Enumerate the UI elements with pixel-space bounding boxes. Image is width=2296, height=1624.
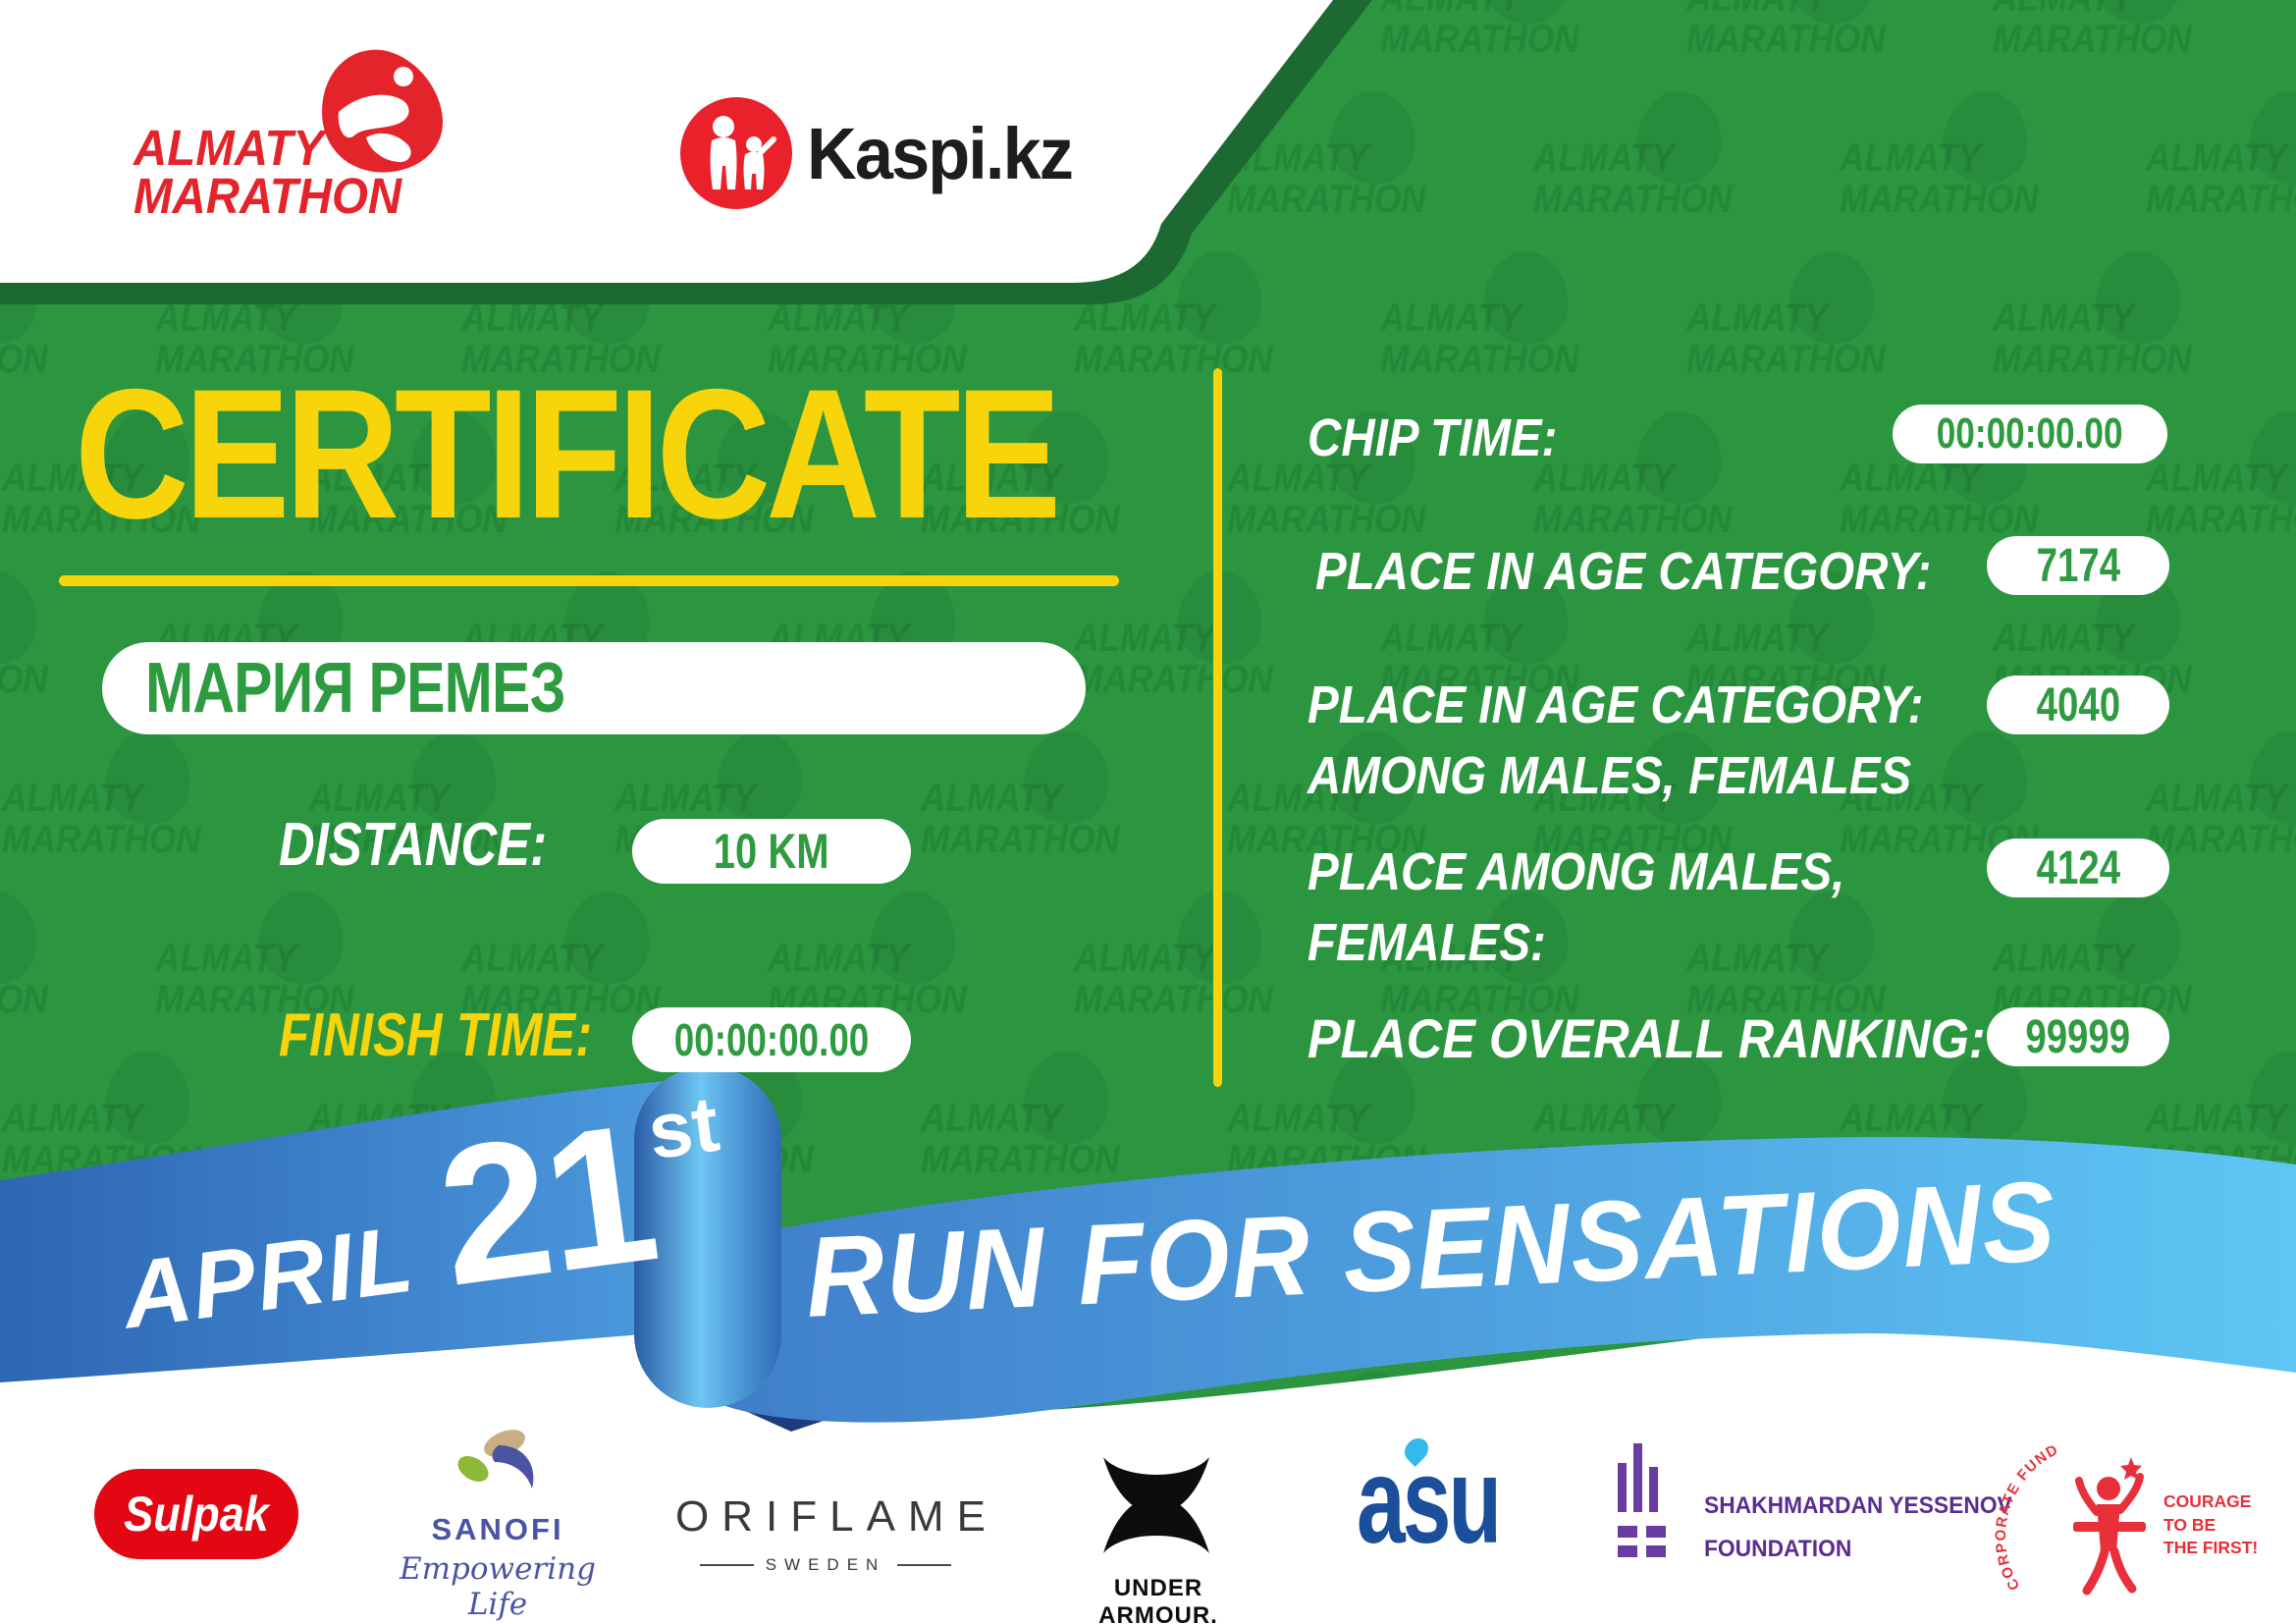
oriflame-subtitle: SWEDEN [683, 1555, 968, 1575]
distance-label: DISTANCE: [279, 811, 548, 879]
participant-name: МАРИЯ РЕМЕЗ [145, 649, 566, 728]
age-gender-field: 4040 [1987, 676, 2169, 734]
courage-fund-logo: CORPORATE FUND [1993, 1441, 2146, 1596]
almaty-logo-line2: MARATHON [133, 168, 402, 224]
overall-ranking-field: 99999 [1987, 1007, 2169, 1066]
almaty-marathon-logo-icon [322, 49, 444, 173]
asu-wordmark: asu [1357, 1434, 1502, 1569]
courage-slogan: COURAGE TO BE THE FIRST! [2163, 1490, 2258, 1560]
age-gender-value: 4040 [2036, 678, 2120, 731]
sulpak-logo: Sulpak [94, 1469, 298, 1559]
certificate-title: CERTIFICATE [75, 351, 1061, 557]
overall-ranking-value: 99999 [2025, 1010, 2131, 1063]
sanofi-logo-icon [457, 1430, 534, 1489]
svg-text:CORPORATE FUND: CORPORATE FUND [1993, 1441, 2061, 1594]
courage-slogan-line3: THE FIRST! [2163, 1538, 2259, 1557]
age-category-label: PLACE IN AGE CATEGORY: [1315, 542, 1932, 601]
yessenov-wordmark-line1: SHAKHMARDAN YESSENOV [1704, 1492, 2012, 1519]
yessenov-foundation-icon [1618, 1443, 1666, 1557]
sanofi-wordmark: SANOFI [431, 1512, 564, 1546]
header-white-panel [0, 0, 1333, 283]
kaspi-logo-icon [680, 97, 792, 209]
title-underline [59, 575, 1119, 586]
overall-ranking-label: PLACE OVERALL RANKING: [1308, 1007, 1986, 1069]
sulpak-wordmark: Sulpak [124, 1487, 269, 1542]
courage-slogan-line2: TO BE [2163, 1514, 2216, 1535]
chip-time-field: 00:00:00.00 [1893, 405, 2167, 463]
ribbon-right-band [687, 1136, 2296, 1423]
gender-place-value: 4124 [2036, 841, 2120, 894]
gender-place-field: 4124 [1987, 839, 2169, 897]
kaspi-wordmark: Kaspi.kz [807, 113, 1074, 194]
finish-time-value: 00:00:00.00 [673, 1014, 870, 1065]
courage-slogan-line1: COURAGE [2163, 1491, 2252, 1511]
gender-place-label: PLACE AMONG MALES, FEMALES: [1308, 837, 1844, 978]
bottom-white-area [0, 1263, 2296, 1624]
distance-value: 10 KM [714, 824, 829, 879]
chip-time-value: 00:00:00.00 [1937, 409, 2123, 458]
participant-name-field: МАРИЯ РЕМЕЗ [102, 642, 1086, 734]
age-gender-category-label: PLACE IN AGE CATEGORY: AMONG MALES, FEMA… [1308, 670, 1924, 811]
oriflame-country: SWEDEN [765, 1555, 886, 1574]
yessenov-wordmark-line2: FOUNDATION [1704, 1536, 1852, 1562]
age-category-value: 7174 [2036, 539, 2120, 592]
under-armour-logo-icon [1103, 1457, 1209, 1553]
oriflame-dash-left [699, 1564, 754, 1566]
finish-time-field: 00:00:00.00 [632, 1007, 911, 1072]
oriflame-dash-right [897, 1564, 952, 1566]
age-category-field: 7174 [1987, 536, 2169, 595]
under-armour-wordmark: UNDER ARMOUR. [1098, 1575, 1218, 1624]
oriflame-wordmark: ORIFLAME [675, 1492, 998, 1541]
chip-time-label: CHIP TIME: [1308, 408, 1558, 467]
almaty-marathon-logo-text: ALMATY MARATHON [133, 120, 402, 224]
sanofi-tagline: Empowering Life [400, 1551, 596, 1622]
column-divider [1213, 368, 1222, 1087]
courage-arc-text: CORPORATE FUND [1993, 1441, 2060, 1594]
age-gender-label-line1: PLACE IN AGE CATEGORY: [1308, 676, 1924, 734]
gender-place-label-line2: FEMALES: [1308, 913, 1546, 972]
ribbon-left-band [0, 1080, 731, 1382]
finish-time-label: FINISH TIME: [279, 1001, 593, 1069]
age-gender-label-line2: AMONG MALES, FEMALES [1308, 746, 1912, 805]
almaty-logo-line1: ALMATY [133, 120, 325, 176]
distance-value-field: 10 KM [632, 819, 911, 884]
event-day: 21 [427, 1082, 666, 1327]
gender-place-label-line1: PLACE AMONG MALES, [1308, 842, 1845, 901]
ribbon-roll [634, 1066, 781, 1408]
event-day-ordinal: st [643, 1079, 724, 1176]
